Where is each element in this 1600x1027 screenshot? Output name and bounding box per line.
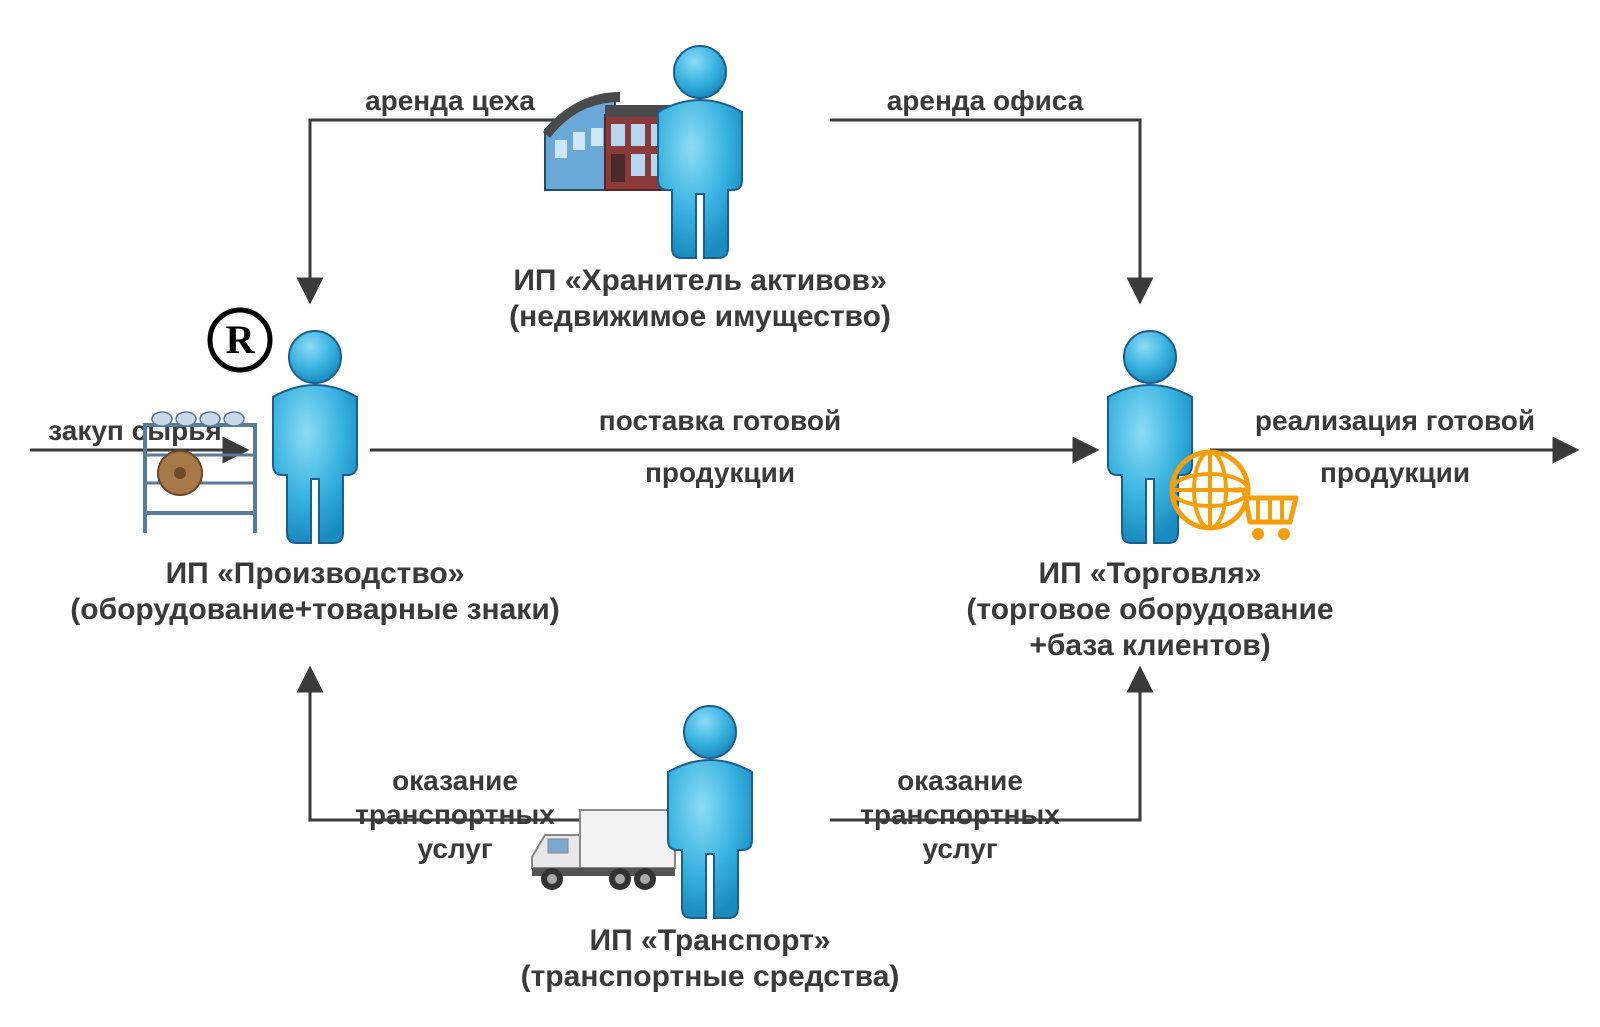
registered-trademark-icon: R (210, 310, 270, 370)
edge-transport-left: оказание транспортных услуг (310, 670, 580, 864)
node-production: R ИП «Производство» (оборудование+товарн… (70, 310, 560, 626)
node-subtitle: (торговое оборудование (966, 593, 1333, 626)
edge-label: оказание (392, 765, 518, 796)
person-icon (273, 331, 357, 543)
person-icon (668, 706, 752, 918)
edges: аренда цеха аренда офиса закуп сырья пос… (30, 85, 1575, 864)
node-subtitle: (транспортные средства) (521, 960, 900, 993)
edge-label: транспортных (355, 799, 555, 830)
edge-label: аренда цеха (365, 85, 535, 116)
edge-label: услуг (417, 833, 492, 864)
edge-label: услуг (922, 833, 997, 864)
business-flowchart: аренда цеха аренда офиса закуп сырья пос… (0, 0, 1600, 1027)
edge-label: реализация готовой (1255, 405, 1535, 436)
edge-label: транспортных (860, 799, 1060, 830)
node-trade: ИП «Торговля» (торговое оборудование +ба… (966, 331, 1333, 662)
edge-label: оказание (897, 765, 1023, 796)
node-assets: ИП «Хранитель активов» (недвижимое имуще… (509, 46, 891, 333)
person-icon (658, 46, 742, 258)
node-title: ИП «Транспорт» (590, 924, 831, 957)
node-subtitle: (недвижимое имущество) (509, 300, 891, 333)
node-subtitle: (оборудование+товарные знаки) (70, 593, 560, 626)
svg-text:R: R (226, 317, 256, 362)
edge-label: поставка готовой (599, 405, 841, 436)
edge-label: продукции (1320, 457, 1470, 488)
node-title: ИП «Торговля» (1039, 557, 1262, 590)
edge-sell: реализация готовой продукции (1210, 405, 1575, 488)
node-subtitle: +база клиентов) (1029, 629, 1270, 662)
edge-supply: поставка готовой продукции (370, 405, 1095, 488)
edge-transport-right: оказание транспортных услуг (830, 670, 1140, 864)
node-transport: ИП «Транспорт» (транспортные средства) (521, 706, 900, 993)
edge-label: продукции (645, 457, 795, 488)
edge-label: аренда офиса (887, 85, 1084, 116)
node-title: ИП «Производство» (166, 557, 465, 590)
node-title: ИП «Хранитель активов» (513, 264, 886, 297)
building-icon (543, 92, 675, 190)
